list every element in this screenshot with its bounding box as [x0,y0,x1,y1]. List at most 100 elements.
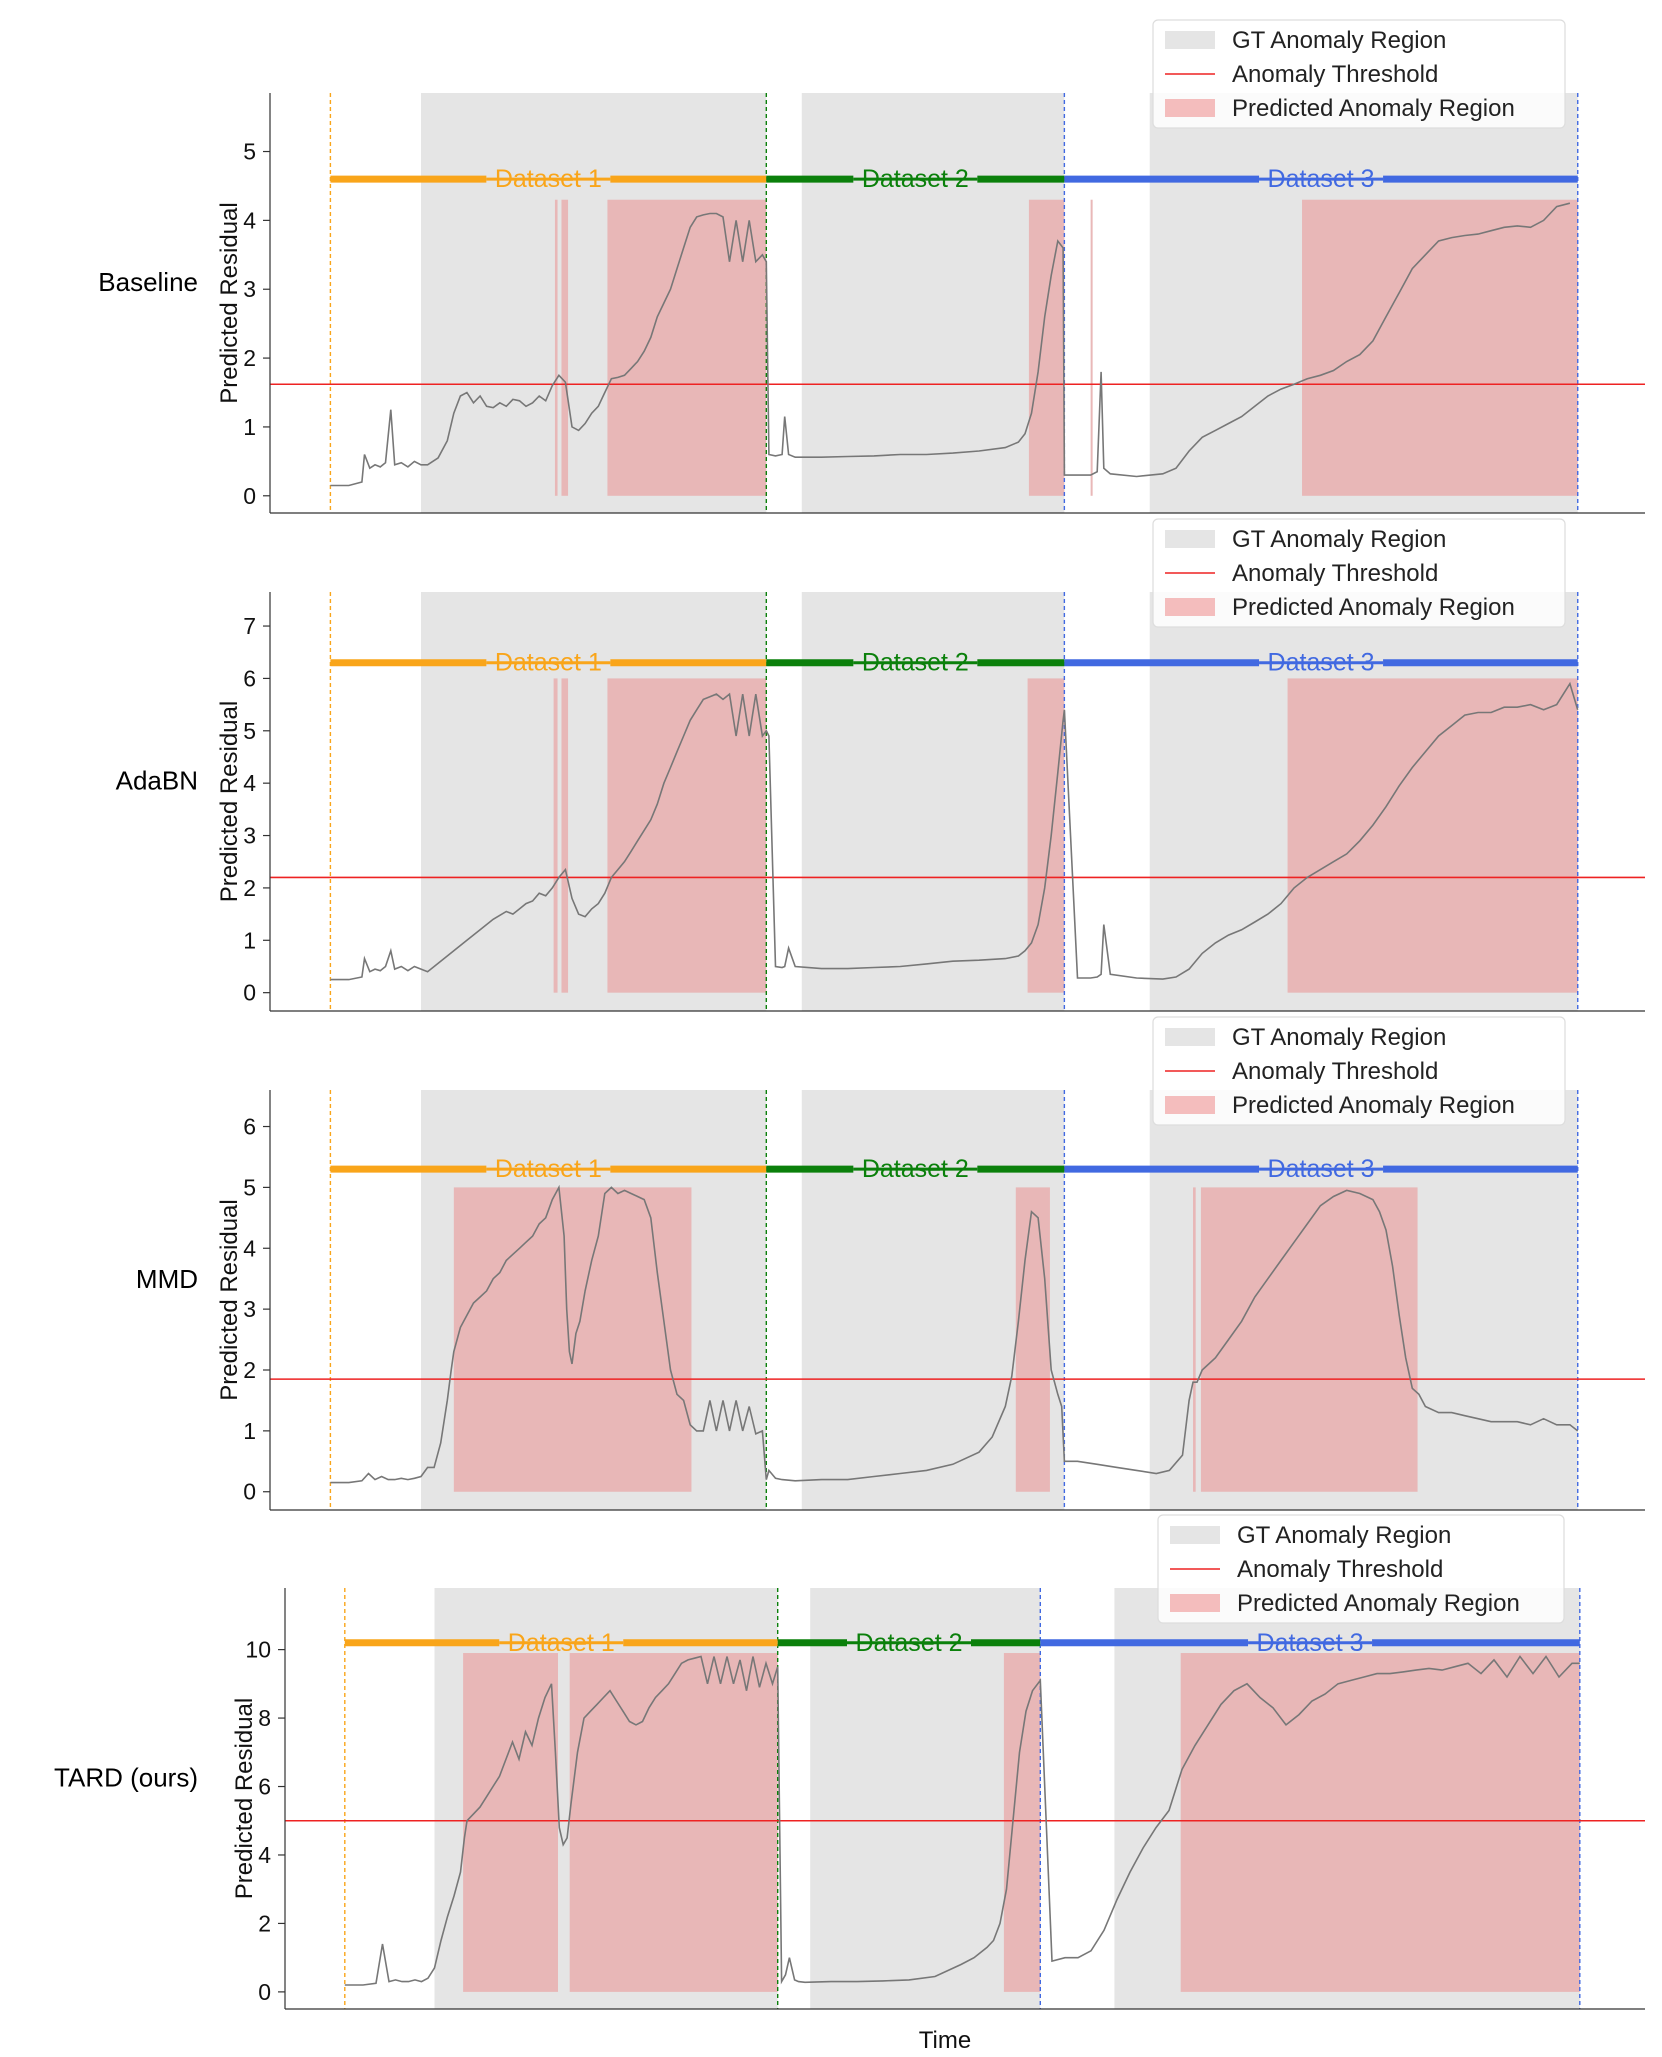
predicted-region-5 [1090,199,1093,496]
y-tick-label: 2 [258,1910,271,1936]
y-tick-label: 6 [258,1774,271,1800]
y-tick-label: 4 [258,1842,271,1868]
y-tick-label: 1 [243,414,256,440]
legend-predicted-label: Predicted Anomaly Region [1232,95,1515,122]
dataset-label-3: Dataset 3 [1268,649,1375,677]
residual-series-line [330,1184,1579,1484]
gt-region-2 [810,1588,1041,2009]
panel-1: Dataset 1 Dataset 2 Dataset 3 0 1 2 3 4 5 Predict… [98,19,1645,514]
dataset-label-1: Dataset 1 [495,1155,602,1183]
residual-series-line [330,202,1571,487]
legend-predicted-swatch [1165,99,1215,117]
y-tick-label: 8 [258,1705,271,1731]
legend-gt-label: GT Anomaly Region [1237,1522,1451,1549]
y-tick-label: 5 [243,718,256,744]
dataset-label-1: Dataset 1 [495,165,602,193]
y-tick-label: 1 [243,1418,256,1444]
dataset-label-3: Dataset 3 [1257,1629,1364,1657]
y-tick-label: 4 [243,1235,256,1261]
dataset-label-3: Dataset 3 [1268,1155,1375,1183]
y-tick-label: 0 [243,1479,256,1505]
legend-threshold-label: Anomaly Threshold [1237,1556,1443,1583]
predicted-region-2 [561,199,569,496]
y-axis-label: Predicted Residual [216,1199,243,1400]
predicted-region-3 [1003,1653,1041,1992]
legend: GT Anomaly Region Anomaly Threshold Predic… [1157,1514,1565,1624]
legend-predicted-swatch [1165,1096,1215,1114]
legend-predicted-swatch [1170,1594,1220,1612]
y-tick-label: 10 [245,1637,271,1663]
legend-gt-label: GT Anomaly Region [1232,526,1446,553]
predicted-region-4 [1200,1187,1418,1492]
legend-threshold-label: Anomaly Threshold [1232,61,1438,88]
predicted-region-1 [463,1653,558,1992]
legend-threshold-label: Anomaly Threshold [1232,560,1438,587]
gt-region-2 [801,93,1065,513]
dataset-label-1: Dataset 1 [495,649,602,677]
legend-gt-swatch [1165,530,1215,548]
y-tick-label: 5 [243,139,256,165]
row-label: Baseline [98,267,198,297]
legend-frame [1152,1016,1566,1126]
predicted-region-1 [553,678,558,993]
y-tick-label: 4 [243,770,256,796]
y-tick-label: 6 [243,665,256,691]
predicted-region-3 [1193,1187,1196,1492]
predicted-region-2 [1015,1187,1050,1492]
legend-predicted-swatch [1165,598,1215,616]
legend: GT Anomaly Region Anomaly Threshold Predic… [1152,1016,1566,1126]
y-tick-label: 6 [243,1114,256,1140]
dataset-label-1: Dataset 1 [508,1629,615,1657]
predicted-region-3 [607,199,767,496]
legend: GT Anomaly Region Anomaly Threshold Predic… [1152,19,1566,129]
panel-3: Dataset 1 Dataset 2 Dataset 3 0 1 2 3 4 5 6 Predic… [136,1016,1645,1511]
y-tick-label: 2 [243,1357,256,1383]
predicted-region-2 [569,1653,778,1992]
legend: GT Anomaly Region Anomaly Threshold Predic… [1152,518,1566,628]
dataset-label-2: Dataset 2 [862,1155,969,1183]
legend-gt-swatch [1165,31,1215,49]
row-label: AdaBN [116,766,198,796]
dataset-label-2: Dataset 2 [862,649,969,677]
y-tick-label: 3 [243,1296,256,1322]
row-label: MMD [136,1264,198,1294]
predicted-region-5 [1287,678,1578,993]
predicted-region-6 [1302,199,1578,496]
predicted-region-4 [1027,678,1065,993]
dataset-label-2: Dataset 2 [862,165,969,193]
panel-2: Dataset 1 Dataset 2 Dataset 3 0 1 2 3 4 5 6 7 Predi… [116,518,1645,1012]
y-axis-label: Predicted Residual [216,202,243,403]
y-axis-label: Predicted Residual [216,701,243,902]
legend-predicted-label: Predicted Anomaly Region [1232,1092,1515,1119]
legend-frame [1157,1514,1565,1624]
panel-4: Dataset 1 Dataset 2 Dataset 3 0 2 4 6 8 10 Predic… [54,1514,1645,2010]
predicted-region-2 [561,678,569,993]
residual-series-line [330,681,1579,981]
y-axis-label: Predicted Residual [231,1698,258,1899]
y-tick-label: 0 [258,1979,271,2005]
predicted-region-1 [554,199,558,496]
x-axis-label: Time [919,2027,971,2054]
y-tick-label: 2 [243,345,256,371]
y-tick-label: 3 [243,276,256,302]
y-tick-label: 0 [243,483,256,509]
legend-gt-swatch [1165,1028,1215,1046]
legend-threshold-label: Anomaly Threshold [1232,1058,1438,1085]
residual-series-line [344,1655,1580,1986]
y-tick-label: 0 [243,980,256,1006]
y-tick-label: 4 [243,207,256,233]
predicted-region-4 [1028,199,1065,496]
predicted-region-3 [607,678,767,993]
legend-gt-label: GT Anomaly Region [1232,1024,1446,1051]
legend-gt-label: GT Anomaly Region [1232,27,1446,54]
y-tick-label: 1 [243,927,256,953]
y-tick-label: 7 [243,613,256,639]
y-tick-label: 5 [243,1174,256,1200]
predicted-region-1 [453,1187,692,1492]
legend-predicted-label: Predicted Anomaly Region [1237,1590,1520,1617]
dataset-label-3: Dataset 3 [1268,165,1375,193]
row-label: TARD (ours) [54,1763,198,1793]
legend-gt-swatch [1170,1526,1220,1544]
y-tick-label: 3 [243,823,256,849]
